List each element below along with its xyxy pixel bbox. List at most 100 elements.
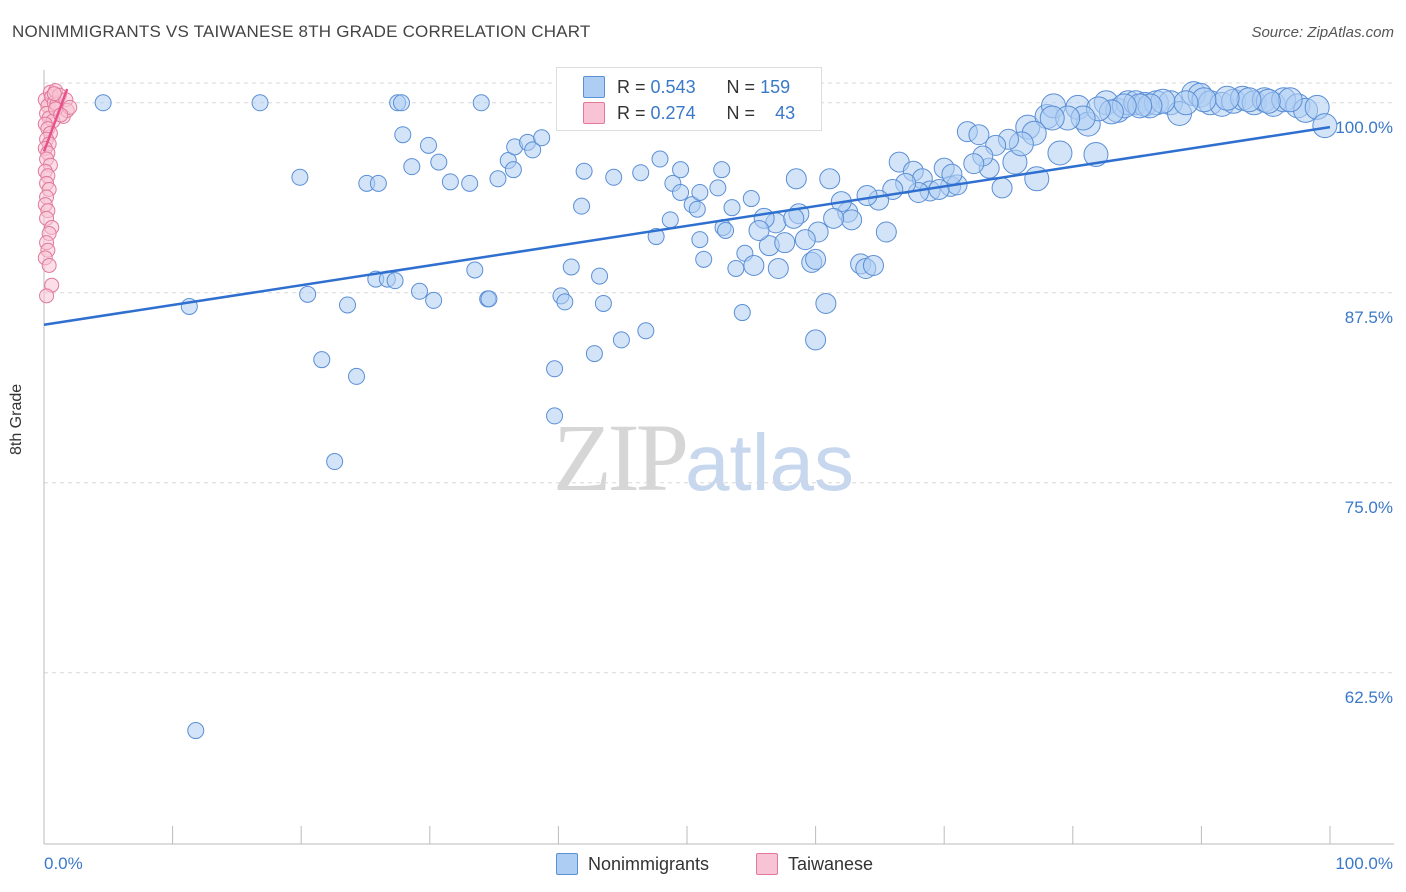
legend-swatch-taiwanese [583,102,605,124]
point-nonimmigrants [1039,105,1065,131]
point-nonimmigrants [968,124,990,146]
point-nonimmigrants [688,200,706,218]
point-nonimmigrants [533,129,551,147]
point-nonimmigrants [774,232,796,254]
x-tick-label: 0.0% [44,854,83,873]
y-tick-label: 87.5% [1345,308,1393,327]
point-nonimmigrants [461,174,479,192]
point-nonimmigrants [420,136,438,154]
point-nonimmigrants [480,290,498,308]
legend-r-value: 0.274 [650,102,696,123]
point-nonimmigrants [504,161,522,179]
legend-r-label: R = [617,76,646,97]
point-nonimmigrants [591,267,609,285]
legend-n-value: 43 [775,102,796,123]
point-nonimmigrants [819,168,841,190]
point-nonimmigrants [466,261,484,279]
point-taiwanese [41,257,57,273]
point-nonimmigrants [713,161,731,179]
point-nonimmigrants [251,94,269,112]
point-nonimmigrants [394,126,412,144]
point-nonimmigrants [733,304,751,322]
point-nonimmigrants [875,221,897,243]
bottom-legend-nonimmigrants: Nonimmigrants [556,852,709,876]
point-nonimmigrants [1214,85,1240,111]
legend-r-value: 0.543 [650,76,696,97]
point-nonimmigrants [187,722,205,740]
point-nonimmigrants [785,168,807,190]
point-nonimmigrants [963,153,985,175]
point-nonimmigrants [841,209,863,231]
point-nonimmigrants [794,229,816,251]
point-nonimmigrants [441,173,459,191]
point-nonimmigrants [393,94,411,112]
point-nonimmigrants [991,177,1013,199]
point-nonimmigrants [585,345,603,363]
watermark-atlas: atlas [685,418,854,507]
chart-title: NONIMMIGRANTS VS TAIWANESE 8TH GRADE COR… [12,22,591,41]
point-nonimmigrants [524,141,542,159]
point-nonimmigrants [575,162,593,180]
point-nonimmigrants [369,174,387,192]
point-nonimmigrants [856,185,878,207]
point-taiwanese [39,288,55,304]
point-nonimmigrants [1047,140,1073,166]
point-nonimmigrants [815,292,837,314]
point-nonimmigrants [695,250,713,268]
bottom-legend-taiwanese: Taiwanese [756,852,873,876]
trendline-taiwanese [42,88,69,152]
point-nonimmigrants [313,351,331,369]
bottom-legend-swatch-nonimmigrants [556,853,578,875]
legend-r-label: R = [617,102,646,123]
watermark-zip: ZIP [553,404,689,511]
y-tick-label: 100.0% [1335,118,1393,137]
legend-row-taiwanese: R = 0.274 N = 43 [583,101,795,125]
y-tick-label: 75.0% [1345,498,1393,517]
point-nonimmigrants [748,219,770,241]
point-nonimmigrants [637,322,655,340]
legend-box: R = 0.543 N = 159 R = 0.274 N = 43 [556,67,822,131]
point-nonimmigrants [862,254,884,276]
x-tick-label: 100.0% [1335,854,1393,873]
point-nonimmigrants [612,331,630,349]
legend-row-nonimmigrants: R = 0.543 N = 159 [583,75,790,99]
point-nonimmigrants [556,293,574,311]
point-nonimmigrants [546,407,564,425]
point-nonimmigrants [823,207,845,229]
point-nonimmigrants [299,285,317,303]
point-nonimmigrants [727,259,745,277]
legend-n-label: N = [726,102,756,123]
point-nonimmigrants [709,179,727,197]
point-nonimmigrants [767,257,789,279]
point-nonimmigrants [338,296,356,314]
point-nonimmigrants [425,291,443,309]
point-nonimmigrants [691,183,709,201]
point-nonimmigrants [489,170,507,188]
point-nonimmigrants [1277,87,1303,113]
legend-n-label: N = [726,76,756,97]
source-credit: Source: ZipAtlas.com [1251,24,1394,41]
point-nonimmigrants [632,164,650,182]
point-nonimmigrants [411,282,429,300]
y-tick-label: 62.5% [1345,688,1393,707]
point-nonimmigrants [472,94,490,112]
point-nonimmigrants [742,190,760,208]
point-nonimmigrants [717,221,735,239]
watermark: ZIPatlas [553,402,854,513]
point-nonimmigrants [647,228,665,246]
point-taiwanese [46,86,62,102]
point-nonimmigrants [743,254,765,276]
point-nonimmigrants [691,231,709,249]
point-nonimmigrants [562,258,580,276]
point-nonimmigrants [594,294,612,312]
point-nonimmigrants [1173,90,1199,116]
point-nonimmigrants [672,161,690,179]
point-nonimmigrants [651,150,669,168]
point-nonimmigrants [1083,141,1109,167]
legend-swatch-nonimmigrants [583,76,605,98]
bottom-legend-label: Nonimmigrants [588,853,710,874]
point-nonimmigrants [805,248,827,270]
point-nonimmigrants [347,367,365,385]
legend-n-value: 159 [760,76,791,97]
